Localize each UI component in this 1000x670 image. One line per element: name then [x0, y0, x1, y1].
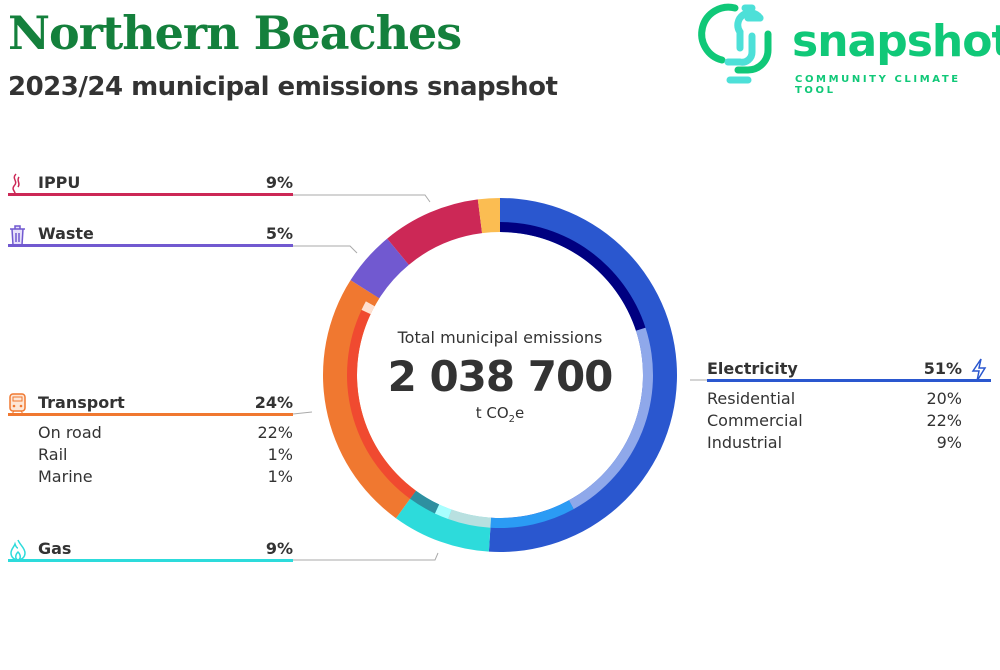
center-unit: t CO2e — [380, 404, 620, 425]
sub-pct: 9% — [936, 433, 962, 452]
transport-bar — [8, 413, 293, 416]
electricity-sub-residential: Residential 20% — [707, 389, 962, 411]
sub-label: Rail — [38, 445, 68, 464]
electricity-label: Electricity — [707, 359, 798, 378]
inner-segment-other — [434, 504, 452, 519]
inner-segment-on-road — [346, 309, 416, 499]
electricity-pct: 51% — [923, 359, 962, 378]
smoke-icon — [12, 173, 20, 196]
inner-segment-other — [410, 490, 440, 514]
unit-suffix: e — [515, 404, 525, 422]
page-title: Northern Beaches — [8, 6, 462, 60]
logo-tagline: COMMUNITY CLIMATE TOOL — [795, 74, 961, 96]
train-icon — [9, 393, 26, 415]
sub-pct: 22% — [257, 423, 293, 442]
ippu-label: IPPU — [38, 173, 81, 192]
inner-segment-industrial — [490, 500, 574, 528]
ippu-bar — [8, 193, 293, 196]
sub-label: Residential — [707, 389, 796, 408]
transport-label: Transport — [38, 393, 125, 412]
waste-label: Waste — [38, 224, 94, 243]
page-subtitle: 2023/24 municipal emissions snapshot — [8, 72, 558, 102]
center-total-value: 2 038 700 — [387, 352, 614, 401]
inner-segment-marine — [365, 293, 380, 307]
outer-segment-electricity — [488, 198, 678, 552]
inner-segment-commercial — [568, 327, 653, 510]
unit-prefix: t CO — [475, 404, 509, 422]
waste-pct: 5% — [265, 224, 293, 243]
inner-segment-rail — [361, 301, 375, 315]
legend-transport: Transport 24% — [8, 392, 293, 416]
sub-label: Commercial — [707, 411, 803, 430]
sub-pct: 1% — [267, 445, 293, 464]
sub-label: On road — [38, 423, 102, 442]
center-label: Total municipal emissions — [397, 328, 603, 347]
transport-sub-on-road: On road 22% — [38, 423, 293, 445]
gas-label: Gas — [38, 539, 72, 558]
outer-segment-other — [477, 198, 500, 234]
inner-segment-residential — [500, 222, 646, 331]
outer-segment-waste — [350, 238, 409, 299]
logo-wordmark: snapshot — [792, 16, 1000, 67]
outer-segment-gas — [395, 490, 492, 552]
outer-segment-ippu — [387, 199, 483, 265]
trash-bin-icon — [10, 225, 25, 246]
transport-sub-marine: Marine 1% — [38, 467, 293, 489]
outer-segment-transport — [322, 280, 416, 519]
waste-bar — [8, 244, 293, 247]
transport-pct: 24% — [254, 393, 293, 412]
logo-mark-icon — [698, 3, 772, 84]
connector-lines — [292, 194, 708, 561]
legend-ippu: IPPU 9% — [8, 172, 293, 196]
electricity-sub-commercial: Commercial 22% — [707, 411, 962, 433]
legend-gas: Gas 9% — [8, 538, 293, 562]
sub-pct: 20% — [926, 389, 962, 408]
sub-pct: 1% — [267, 467, 293, 486]
sub-pct: 22% — [926, 411, 962, 430]
legend-waste: Waste 5% — [8, 223, 293, 247]
ippu-pct: 9% — [265, 173, 293, 192]
gas-bar — [8, 559, 293, 562]
electricity-bar — [707, 379, 991, 382]
gas-pct: 9% — [265, 539, 293, 558]
electricity-sub-industrial: Industrial 9% — [707, 433, 962, 455]
transport-sub-rail: Rail 1% — [38, 445, 293, 467]
inner-segment-other — [448, 509, 492, 528]
sub-label: Industrial — [707, 433, 783, 452]
unit-subscript: 2 — [508, 414, 516, 425]
flame-icon — [10, 539, 26, 561]
sub-label: Marine — [38, 467, 93, 486]
legend-electricity: Electricity 51% — [707, 358, 991, 382]
